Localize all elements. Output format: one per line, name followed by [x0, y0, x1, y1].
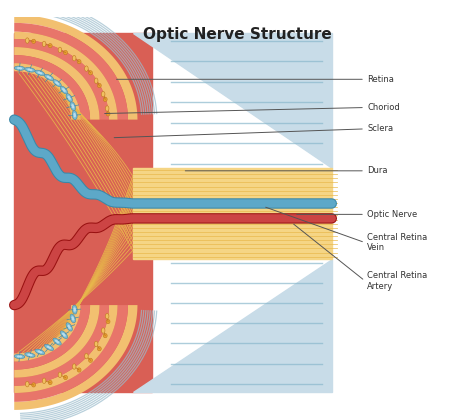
Polygon shape	[14, 63, 81, 120]
Text: Central Retina
Vein: Central Retina Vein	[367, 233, 428, 252]
Ellipse shape	[97, 84, 101, 88]
Ellipse shape	[103, 333, 107, 338]
Ellipse shape	[94, 78, 98, 84]
Polygon shape	[14, 305, 81, 362]
Ellipse shape	[17, 355, 22, 358]
Text: Sclera: Sclera	[367, 124, 393, 134]
Polygon shape	[14, 305, 100, 378]
Polygon shape	[14, 305, 137, 410]
Ellipse shape	[58, 372, 62, 378]
Polygon shape	[133, 33, 332, 168]
Ellipse shape	[60, 86, 68, 94]
Ellipse shape	[14, 66, 25, 70]
Text: Optic Nerve Structure: Optic Nerve Structure	[143, 27, 331, 42]
Ellipse shape	[72, 104, 74, 108]
Ellipse shape	[89, 358, 92, 362]
Ellipse shape	[27, 354, 33, 356]
Ellipse shape	[89, 71, 92, 75]
Polygon shape	[14, 47, 100, 120]
Ellipse shape	[27, 68, 33, 71]
Polygon shape	[133, 259, 332, 392]
Ellipse shape	[66, 94, 73, 102]
Ellipse shape	[58, 47, 62, 52]
Ellipse shape	[101, 328, 105, 333]
Ellipse shape	[45, 74, 54, 81]
Ellipse shape	[48, 44, 52, 48]
Ellipse shape	[72, 316, 74, 320]
Ellipse shape	[64, 50, 67, 55]
Ellipse shape	[97, 346, 101, 351]
Ellipse shape	[85, 66, 88, 71]
Ellipse shape	[77, 368, 81, 372]
Ellipse shape	[72, 305, 77, 314]
Ellipse shape	[70, 102, 75, 110]
Text: Dura: Dura	[367, 166, 388, 175]
Ellipse shape	[73, 307, 76, 312]
Ellipse shape	[106, 320, 110, 324]
Ellipse shape	[101, 92, 105, 97]
Ellipse shape	[105, 106, 109, 111]
Ellipse shape	[62, 88, 66, 92]
Polygon shape	[14, 39, 109, 120]
Ellipse shape	[42, 378, 46, 383]
Polygon shape	[133, 168, 332, 259]
Ellipse shape	[17, 67, 22, 69]
Ellipse shape	[94, 341, 98, 346]
Ellipse shape	[55, 340, 59, 344]
Ellipse shape	[68, 96, 71, 100]
Ellipse shape	[53, 80, 61, 87]
Polygon shape	[14, 15, 137, 120]
Text: Retina: Retina	[367, 75, 394, 84]
Ellipse shape	[85, 353, 88, 359]
Ellipse shape	[26, 381, 29, 387]
Ellipse shape	[47, 76, 51, 79]
Ellipse shape	[25, 353, 35, 357]
Ellipse shape	[73, 364, 76, 369]
Polygon shape	[14, 33, 152, 392]
Ellipse shape	[105, 313, 109, 319]
Ellipse shape	[64, 375, 67, 380]
Ellipse shape	[47, 346, 51, 349]
Ellipse shape	[48, 381, 52, 385]
Ellipse shape	[25, 68, 35, 72]
Ellipse shape	[55, 81, 59, 85]
Ellipse shape	[37, 71, 42, 74]
Ellipse shape	[35, 349, 45, 354]
Text: Choriod: Choriod	[367, 103, 400, 112]
Polygon shape	[14, 23, 128, 120]
Ellipse shape	[73, 113, 76, 117]
Polygon shape	[14, 305, 109, 386]
Polygon shape	[14, 32, 118, 120]
Ellipse shape	[68, 325, 71, 329]
Ellipse shape	[14, 354, 25, 359]
Ellipse shape	[72, 110, 77, 120]
Ellipse shape	[26, 38, 29, 43]
Ellipse shape	[60, 331, 68, 339]
Ellipse shape	[35, 70, 45, 76]
Ellipse shape	[32, 383, 36, 387]
Ellipse shape	[45, 344, 54, 350]
Ellipse shape	[66, 323, 73, 331]
Ellipse shape	[73, 55, 76, 61]
Polygon shape	[14, 305, 128, 402]
Ellipse shape	[42, 41, 46, 47]
Ellipse shape	[53, 338, 61, 345]
Polygon shape	[14, 305, 90, 370]
Text: Central Retina
Artery: Central Retina Artery	[367, 271, 428, 291]
Text: Optic Nerve: Optic Nerve	[367, 210, 418, 219]
Ellipse shape	[32, 39, 36, 43]
Ellipse shape	[62, 333, 66, 337]
Ellipse shape	[77, 60, 81, 64]
Ellipse shape	[70, 314, 75, 323]
Polygon shape	[14, 305, 118, 393]
Ellipse shape	[106, 112, 110, 116]
Polygon shape	[14, 55, 90, 120]
Ellipse shape	[37, 350, 42, 353]
Ellipse shape	[103, 97, 107, 102]
